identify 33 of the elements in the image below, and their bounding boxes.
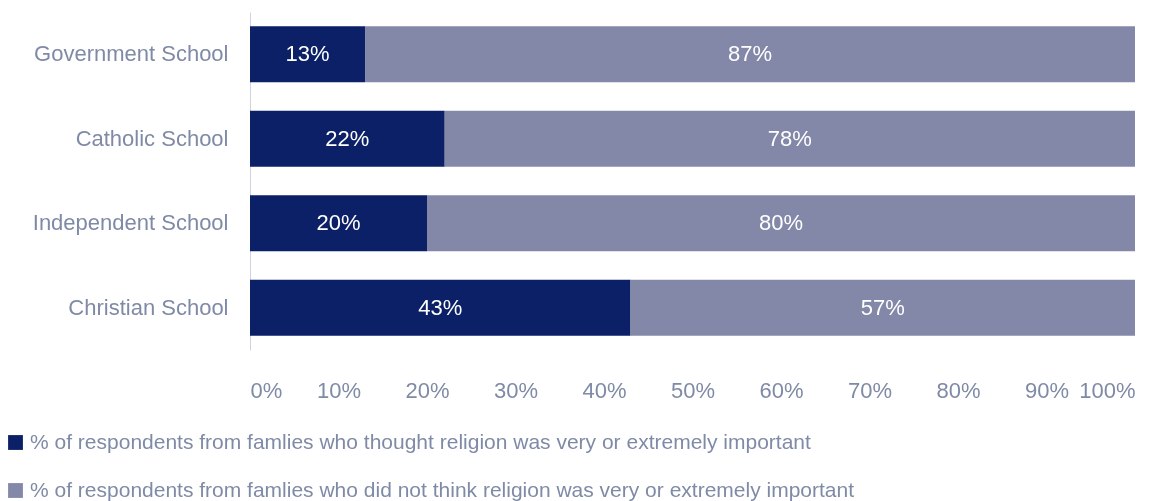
y-tick-label: Government School [34,41,229,67]
y-tick-label: Catholic School [75,125,229,151]
x-tick-label: 80% [936,377,981,403]
legend-label: % of respondents from famlies who did not think religion was very or extremely important [30,477,855,501]
x-tick-label: 100% [1079,377,1136,403]
data-label: 87% [728,41,773,67]
x-tick-label: 50% [670,377,716,403]
x-tick-label: 0% [250,377,283,403]
x-tick-label: 20% [405,377,450,403]
bar [250,195,427,252]
x-tick-label: 60% [759,377,804,403]
bar [250,26,366,83]
x-tick-label: 10% [316,377,362,403]
data-label: 22% [325,125,370,151]
x-tick-label: 40% [582,377,627,403]
bar [365,26,1135,83]
data-label: 43% [418,294,463,320]
bar [630,279,1135,336]
y-tick-label: Independent School [32,210,229,236]
legend-label: % of respondents from famlies who thought religion was very or extremely important [30,429,812,453]
bar [444,110,1135,167]
data-label: 13% [285,41,330,67]
data-label: 80% [758,210,804,236]
bar [427,195,1135,252]
data-label: 78% [767,125,812,151]
data-label: 57% [860,294,905,320]
data-label: 20% [316,210,361,236]
x-tick-label: 70% [847,377,893,403]
bar [250,110,445,167]
bar [250,279,631,336]
x-tick-label: 30% [493,377,539,403]
y-tick-label: Christian School [68,294,229,320]
x-tick-label: 90% [1024,377,1070,403]
